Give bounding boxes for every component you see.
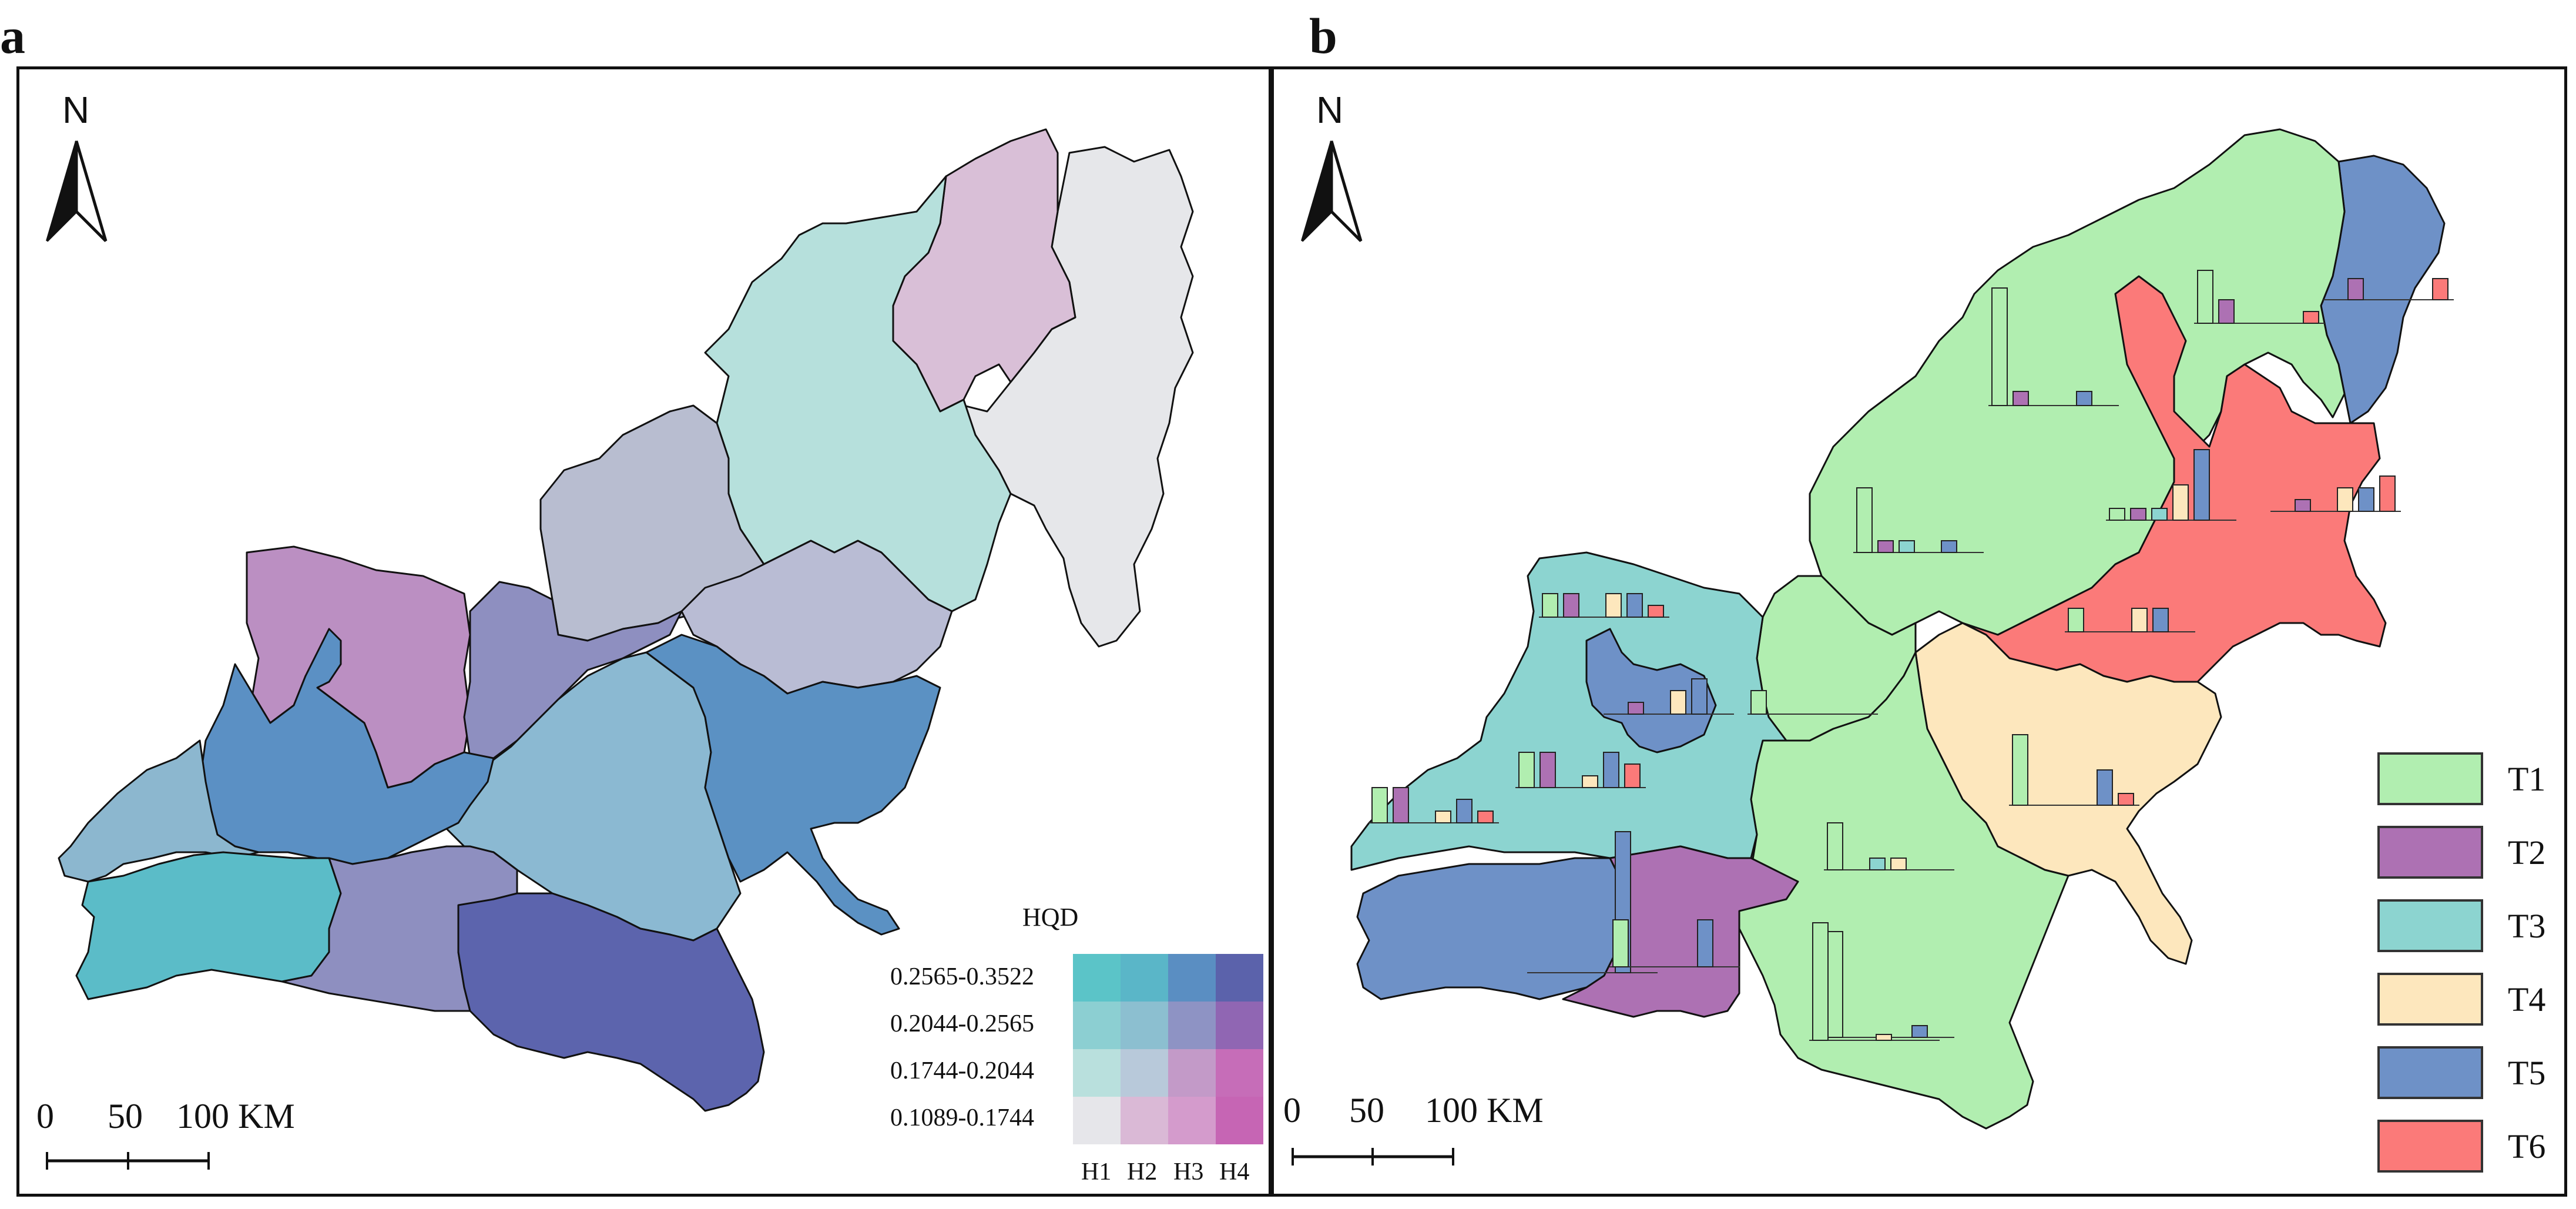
hqd-grid-cell <box>1073 954 1121 1002</box>
hqd-legend-title: HQD <box>1022 903 1079 932</box>
hqd-col-h3: H3 <box>1173 1158 1204 1185</box>
panel-b-north-label: N <box>1316 89 1344 131</box>
legend-label-t6: T6 <box>2508 1127 2546 1166</box>
legend-swatch-t1 <box>2377 752 2483 805</box>
hqd-grid-cell <box>1168 954 1216 1002</box>
panel-a-scale-100: 100 KM <box>176 1097 295 1136</box>
region-b-blue-center[interactable] <box>1585 628 1717 753</box>
region-b-blue-sw[interactable] <box>1356 857 1623 1000</box>
hqd-grid-cell <box>1073 1002 1121 1049</box>
hqd-grid-cell <box>1216 1097 1263 1144</box>
legend-label-t3: T3 <box>2508 907 2546 945</box>
region-a-east-blue[interactable] <box>645 634 941 936</box>
hqd-grid-cell <box>1121 1049 1168 1097</box>
hqd-col-h1: H1 <box>1081 1158 1112 1185</box>
hqd-grid-cell <box>1168 1049 1216 1097</box>
panel-a-frame <box>16 66 1272 1197</box>
hqd-grid-cell <box>1168 1002 1216 1049</box>
legend-swatch-t3 <box>2377 899 2483 952</box>
region-a-south[interactable] <box>457 892 765 1112</box>
panel-a-scale-0: 0 <box>36 1097 54 1136</box>
hqd-grid-cell <box>1121 954 1168 1002</box>
hqd-col-h2: H2 <box>1127 1158 1158 1185</box>
hqd-range-2: 0.2044-0.2565 <box>890 1010 1034 1037</box>
legend-label-t2: T2 <box>2508 833 2546 872</box>
panel-a-label: a <box>0 8 25 64</box>
panel-b-frame <box>1271 66 2567 1197</box>
hqd-grid-cell <box>1121 1002 1168 1049</box>
panel-b-scale-0: 0 <box>1283 1091 1301 1130</box>
hqd-grid-cell <box>1216 1049 1263 1097</box>
region-b-red[interactable] <box>1961 275 2387 683</box>
hqd-grid-cell <box>1216 954 1263 1002</box>
hqd-col-h4: H4 <box>1219 1158 1250 1185</box>
hqd-range-3: 0.1744-0.2044 <box>890 1057 1034 1084</box>
panel-b-label: b <box>1309 8 1337 64</box>
legend-label-t4: T4 <box>2508 980 2546 1019</box>
hqd-legend-grid <box>1073 954 1263 1144</box>
hqd-grid-cell <box>1168 1097 1216 1144</box>
hqd-grid-cell <box>1121 1097 1168 1144</box>
panel-b-scale-100: 100 KM <box>1425 1091 1544 1130</box>
legend-swatch-t6 <box>2377 1120 2483 1173</box>
legend-swatch-t4 <box>2377 973 2483 1026</box>
panel-b-scale-50: 50 <box>1349 1091 1384 1130</box>
region-b-teal[interactable] <box>1350 551 1787 871</box>
region-a-far-west[interactable] <box>58 739 260 883</box>
panel-a-scale-50: 50 <box>108 1097 143 1136</box>
panel-a-north-label: N <box>62 89 90 131</box>
hqd-range-1: 0.2565-0.3522 <box>890 963 1034 990</box>
hqd-grid-cell <box>1216 1002 1263 1049</box>
legend-swatch-t2 <box>2377 826 2483 879</box>
hqd-grid-cell <box>1073 1049 1121 1097</box>
legend-label-t5: T5 <box>2508 1054 2546 1092</box>
legend-label-t1: T1 <box>2508 760 2546 798</box>
hqd-range-4: 0.1089-0.1744 <box>890 1104 1034 1131</box>
legend-swatch-t5 <box>2377 1046 2483 1099</box>
hqd-grid-cell <box>1073 1097 1121 1144</box>
